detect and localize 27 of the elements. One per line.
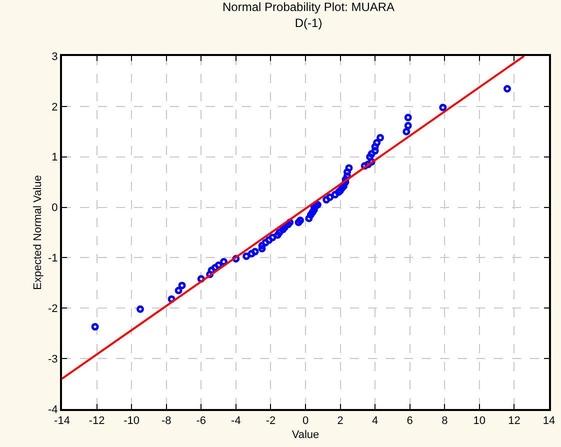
x-tick-label: -4 bbox=[231, 415, 241, 428]
x-tick-label: 14 bbox=[542, 415, 556, 428]
x-tick-label: 8 bbox=[442, 415, 448, 428]
x-tick-label: 0 bbox=[302, 415, 309, 428]
x-axis-title: Value bbox=[292, 428, 320, 441]
y-tick-label: -2 bbox=[48, 302, 58, 315]
x-tick-label: 12 bbox=[508, 415, 520, 428]
y-tick-label: 0 bbox=[52, 202, 58, 214]
y-tick-label: 2 bbox=[52, 101, 58, 114]
y-axis-title: Expected Normal Value bbox=[32, 175, 44, 290]
x-tick-label: -2 bbox=[266, 415, 276, 428]
y-tick-label: -1 bbox=[48, 252, 58, 265]
x-tick-label: -14 bbox=[54, 415, 70, 428]
chart-title: Normal Probability Plot: MUARA bbox=[222, 0, 395, 14]
x-tick-label: -10 bbox=[124, 415, 140, 428]
y-tick-label: -3 bbox=[48, 353, 58, 366]
x-tick-label: 6 bbox=[406, 415, 413, 428]
x-tick-label: -6 bbox=[196, 415, 206, 428]
x-tick-label: -12 bbox=[88, 415, 105, 428]
chart-subtitle: D(-1) bbox=[294, 16, 322, 30]
y-tick-label: 1 bbox=[52, 152, 58, 164]
x-tick-label: 2 bbox=[337, 415, 344, 428]
x-tick-label: 4 bbox=[372, 415, 378, 428]
x-tick-label: -8 bbox=[161, 415, 172, 428]
x-tick-label: 10 bbox=[473, 415, 486, 428]
y-tick-label: 3 bbox=[52, 50, 58, 63]
y-tick-label: -4 bbox=[48, 404, 58, 416]
